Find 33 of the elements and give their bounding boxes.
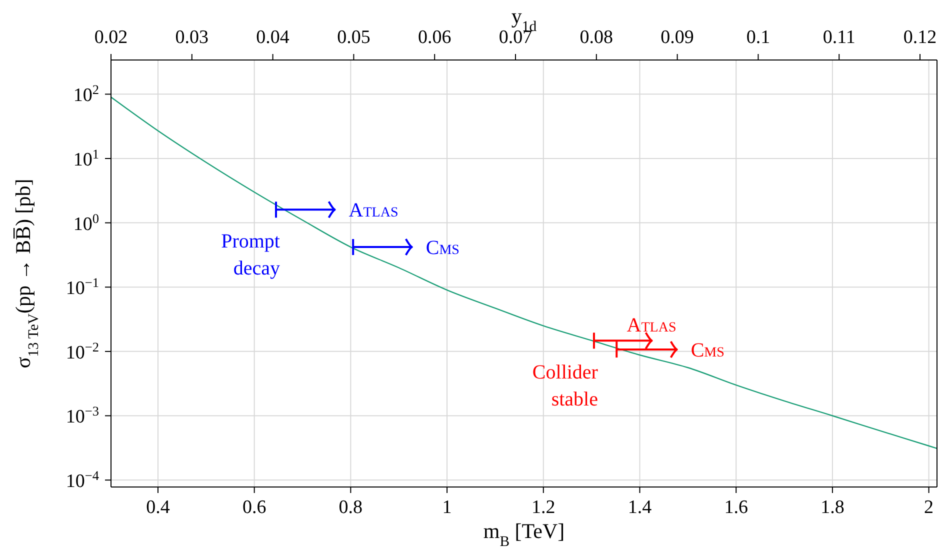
y-tick-label: 10$^{2}$ (73, 82, 99, 106)
x-tick-label: 0.8 (338, 497, 363, 518)
x2-tick-label: 0.03 (175, 27, 209, 48)
x2-tick-label: 0.04 (256, 27, 290, 48)
series-label: Cms (690, 340, 724, 362)
y-tick-label: 10$^{−4}$ (66, 468, 100, 492)
x-tick-label: 1.8 (820, 497, 844, 518)
x2-tick-label: 0.12 (903, 27, 937, 48)
series-label: Atlas (626, 314, 676, 337)
x2-tick-label: 0.09 (660, 27, 694, 48)
annotation: Prompt decay (221, 230, 280, 280)
y-tick-label: 10$^{1}$ (73, 146, 99, 170)
series-label: Atlas (348, 200, 398, 222)
x2-tick-label: 0.06 (418, 27, 452, 48)
annotation: Collider stable (532, 362, 598, 411)
series-label: Cms (426, 237, 460, 260)
x2-tick-label: 0.05 (337, 27, 370, 48)
x-tick-label: 0.6 (242, 497, 266, 518)
x-tick-label: 1 (442, 497, 452, 518)
x-tick-label: 1.2 (532, 497, 556, 518)
y-tick-label: 10$^{−2}$ (66, 338, 99, 364)
x-tick-label: 0.4 (146, 497, 170, 518)
x-tick-label: 2 (924, 497, 934, 518)
y-tick-label: 10$^{−1}$ (66, 274, 99, 300)
x-tick-label: 1.6 (724, 497, 748, 518)
x2-tick-label: 0.08 (580, 27, 614, 48)
x-tick-label: 1.4 (628, 497, 652, 518)
y-tick-label: 10$^{0}$ (73, 210, 100, 235)
y-tick-label: 10$^{−3}$ (66, 403, 100, 428)
x2-tick-label: 0.11 (822, 27, 856, 48)
x2-tick-label: 0.02 (94, 27, 128, 48)
x-axis-title: m$_{B}$ [TeV] (483, 519, 565, 550)
x2-tick-label: 0.1 (746, 27, 770, 48)
